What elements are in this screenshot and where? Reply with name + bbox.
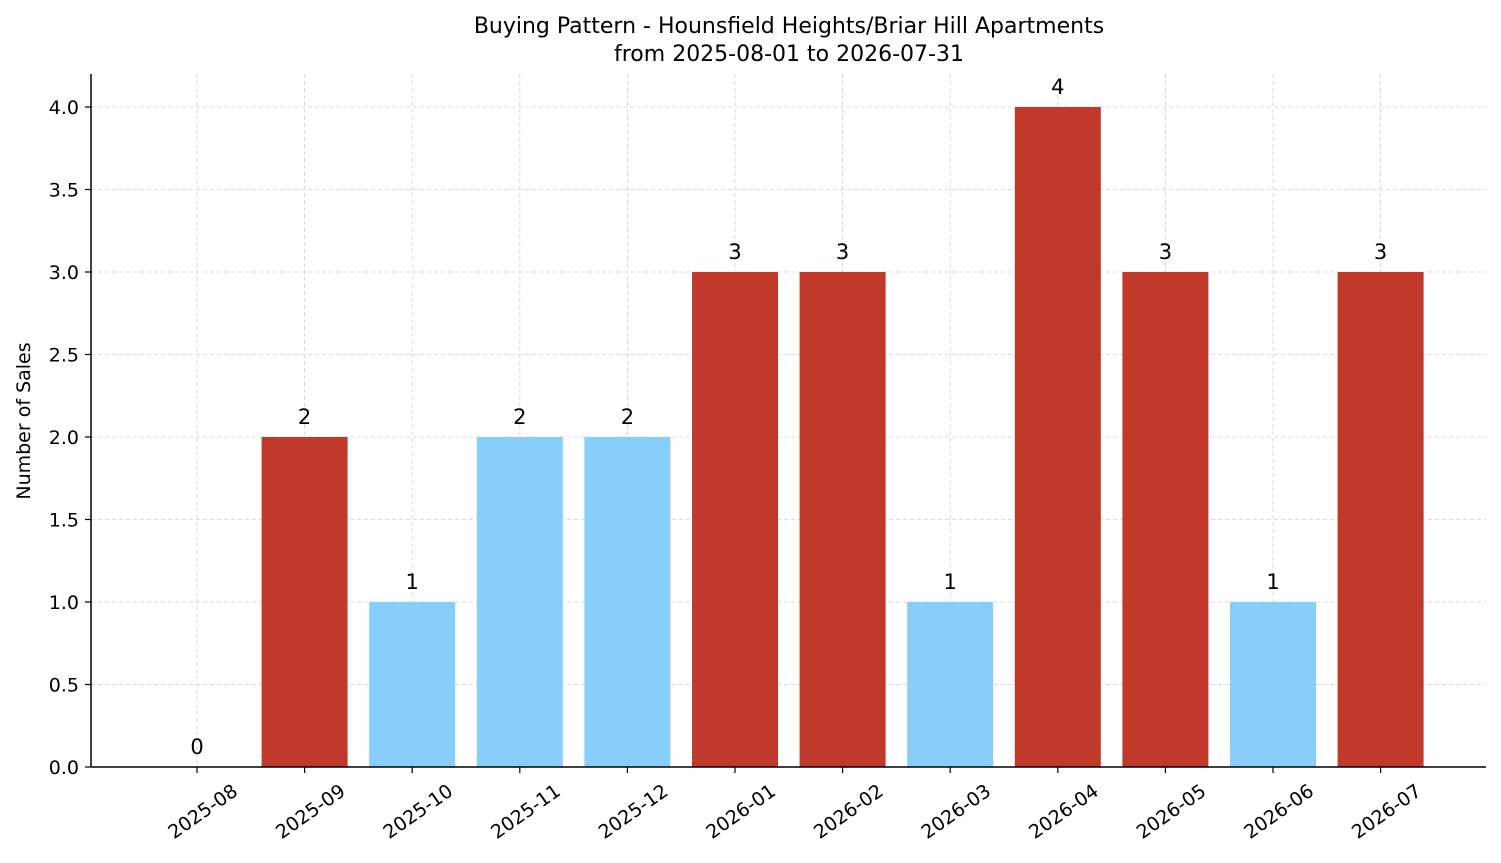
bar (369, 602, 456, 767)
bar (907, 602, 994, 767)
bar-value-label: 0 (190, 735, 203, 759)
bar-value-label: 1 (944, 570, 957, 594)
y-tick-label: 2.5 (49, 345, 79, 367)
bar-value-label: 2 (298, 405, 311, 429)
x-tick-label: 2026-06 (1240, 780, 1318, 844)
bar (1337, 272, 1424, 767)
bar (476, 437, 563, 767)
y-tick-label: 4.0 (49, 97, 79, 119)
bar-value-label: 3 (836, 240, 849, 264)
x-tick-label: 2026-07 (1348, 780, 1426, 844)
x-tick-label: 2025-10 (379, 780, 457, 844)
y-axis-label: Number of Sales (13, 342, 35, 499)
bar (1230, 602, 1316, 767)
y-tick-label: 1.0 (49, 592, 79, 614)
bar-value-label: 3 (1159, 240, 1172, 264)
x-tick-label: 2026-01 (702, 780, 780, 844)
bar-value-label: 3 (728, 240, 741, 264)
bar-value-label: 2 (513, 405, 526, 429)
bar-value-label: 3 (1374, 240, 1387, 264)
chart-title: Buying Pattern - Hounsfield Heights/Bria… (474, 14, 1104, 39)
x-tick-label: 2026-04 (1025, 780, 1103, 844)
y-tick-label: 1.5 (49, 510, 79, 532)
x-tick-label: 2025-08 (164, 780, 242, 844)
bar-value-label: 1 (406, 570, 419, 594)
bar-value-label: 4 (1051, 75, 1064, 99)
x-axis-ticks: 2025-08 2025-09 2025-10 2025-11 2025-12 2026-… (164, 767, 1425, 844)
bar-value-label: 2 (621, 405, 634, 429)
bar (1122, 272, 1209, 767)
y-tick-label: 3.0 (49, 262, 79, 284)
x-tick-label: 2025-11 (487, 780, 565, 844)
bar (692, 272, 778, 767)
chart-subtitle: from 2025-08-01 to 2026-07-31 (614, 42, 964, 67)
bars (261, 107, 1424, 767)
y-tick-label: 2.0 (49, 427, 79, 449)
x-tick-label: 2026-02 (810, 780, 888, 844)
y-axis-ticks: 0.0 0.5 1.0 1.5 2.0 2.5 3.0 3.5 4.0 (49, 97, 91, 779)
y-tick-label: 3.5 (49, 180, 79, 202)
x-tick-label: 2026-05 (1133, 780, 1211, 844)
bar-value-labels: 0 2 1 2 2 3 3 1 4 3 1 3 (190, 75, 1387, 759)
bar (584, 437, 671, 767)
x-tick-label: 2025-12 (595, 780, 673, 844)
bar (1014, 107, 1101, 767)
bar (261, 437, 348, 767)
y-tick-label: 0.0 (49, 757, 79, 779)
bar (799, 272, 886, 767)
y-tick-label: 0.5 (49, 675, 79, 697)
x-tick-label: 2025-09 (272, 780, 350, 844)
bar-value-label: 1 (1266, 570, 1279, 594)
x-tick-label: 2026-03 (917, 780, 995, 844)
